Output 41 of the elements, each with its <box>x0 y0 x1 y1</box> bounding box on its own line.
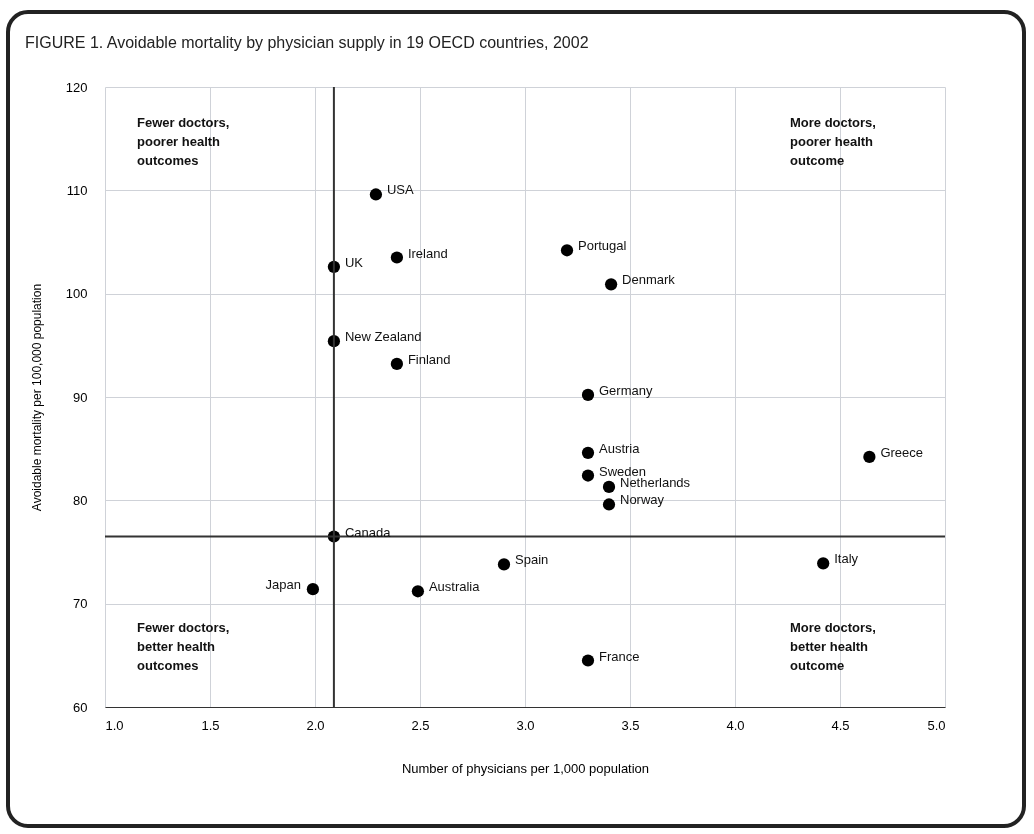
y-tick-label: 90 <box>73 389 88 405</box>
annotation: Finland <box>407 351 451 367</box>
y-tick-label: 120 <box>65 79 88 95</box>
annotation: Spain <box>515 552 549 568</box>
annotation: Australia <box>428 579 481 595</box>
annotation: Sweden <box>599 463 646 479</box>
y-tick-label: 110 <box>66 182 88 198</box>
annotation: Austria <box>599 440 641 456</box>
annotation: Denmark <box>622 272 676 288</box>
y-tick-label: 100 <box>65 286 88 302</box>
annotation: More doctors, better health outcome <box>790 620 876 673</box>
annotation: UK <box>344 254 364 270</box>
annotation: Ireland <box>407 245 448 261</box>
y-tick-label: 70 <box>73 596 88 612</box>
annotation: Norway <box>620 492 665 508</box>
annotation: Germany <box>599 382 653 398</box>
annotation: Italy <box>834 551 859 567</box>
x-tick-label: 2.5 <box>411 717 430 733</box>
annotation: Greece <box>880 444 924 460</box>
y-axis-title: Avoidable mortality per 100,000 population <box>29 283 44 512</box>
x-tick-label: 4.0 <box>726 717 745 733</box>
x-tick-label: 1.5 <box>201 717 220 733</box>
annotation: New Zealand <box>344 329 422 345</box>
annotation: Fewer doctors, better health outcomes <box>137 620 230 673</box>
annotation: Portugal <box>578 238 627 254</box>
annotation: Japan <box>265 577 301 593</box>
annotation: More doctors, poorer health outcome <box>790 115 876 168</box>
annotation: France <box>599 648 640 664</box>
annotation: USA <box>386 182 414 198</box>
y-tick-label: 80 <box>73 492 88 508</box>
x-tick-label: 2.0 <box>306 717 325 733</box>
annotation: Fewer doctors, poorer health outcomes <box>137 115 230 168</box>
annotation: Canada <box>344 524 392 540</box>
chart-title: FIGURE 1. Avoidable mortality by physician supply in 19 OECD countries, 2002 <box>25 34 589 51</box>
x-tick-label: 1.0 <box>105 717 124 733</box>
x-axis-title: Number of physicians per 1,000 population <box>401 760 650 776</box>
x-tick-label: 3.0 <box>516 717 535 733</box>
x-tick-label: 5.0 <box>927 717 946 733</box>
y-tick-label: 60 <box>73 699 88 715</box>
x-tick-label: 3.5 <box>621 717 640 733</box>
x-tick-label: 4.5 <box>831 717 850 733</box>
